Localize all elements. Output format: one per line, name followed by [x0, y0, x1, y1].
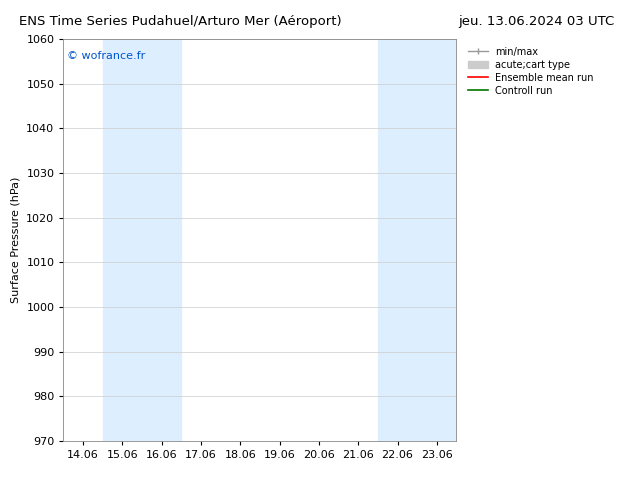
Bar [103, 39, 181, 441]
Text: ENS Time Series Pudahuel/Arturo Mer (Aéroport): ENS Time Series Pudahuel/Arturo Mer (Aér… [19, 15, 342, 28]
Y-axis label: Surface Pressure (hPa): Surface Pressure (hPa) [11, 177, 21, 303]
Text: © wofrance.fr: © wofrance.fr [67, 51, 146, 61]
Bar [378, 39, 456, 441]
Text: jeu. 13.06.2024 03 UTC: jeu. 13.06.2024 03 UTC [459, 15, 615, 28]
Legend: min/max, acute;cart type, Ensemble mean run, Controll run: min/max, acute;cart type, Ensemble mean … [465, 44, 597, 98]
